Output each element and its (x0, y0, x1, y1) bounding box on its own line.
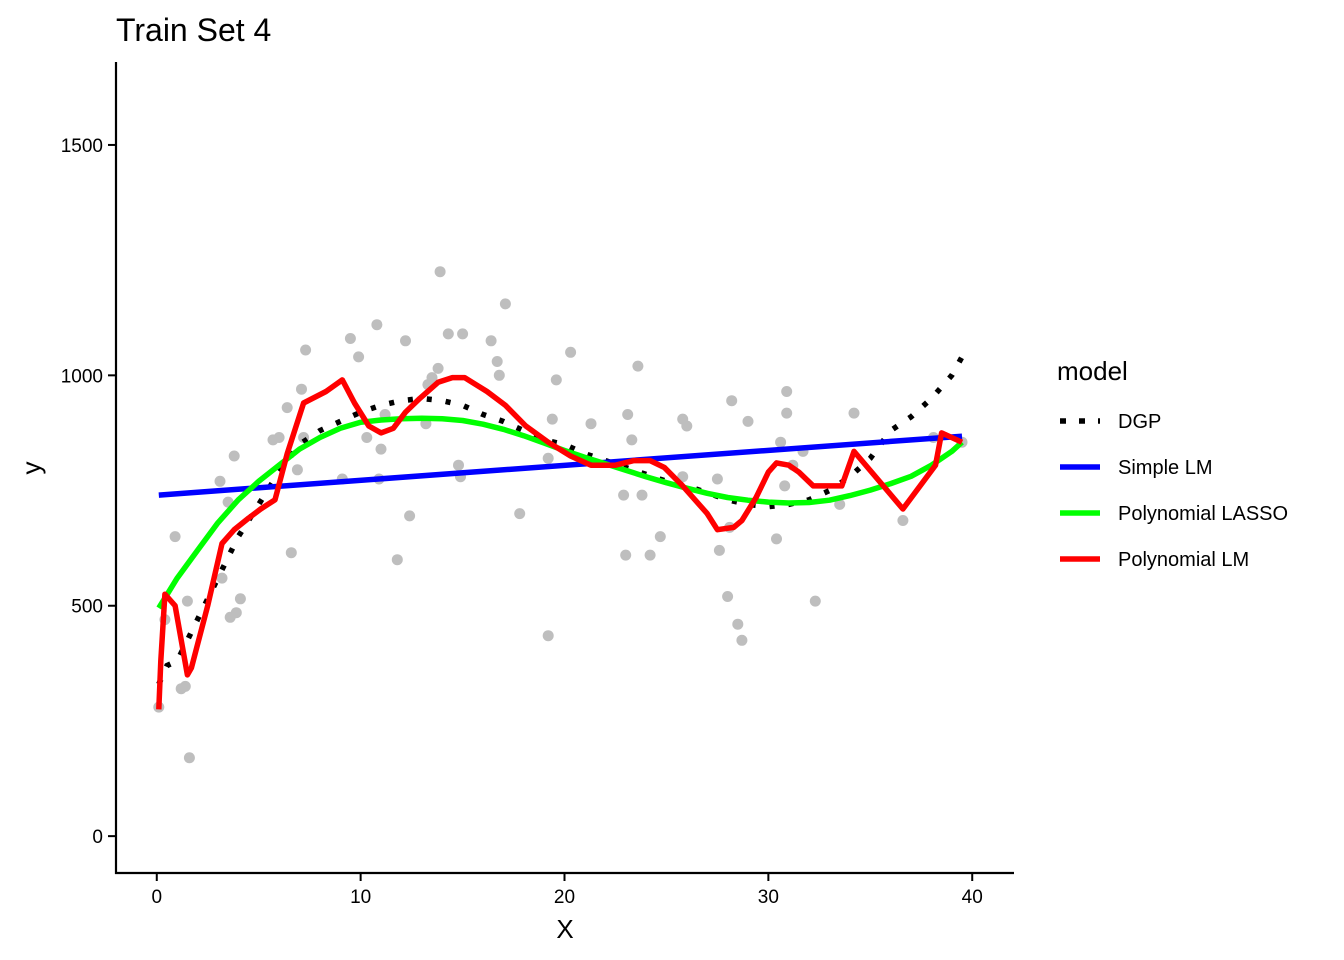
data-point-72 (771, 533, 782, 545)
data-point-35 (426, 372, 438, 384)
data-point-79 (809, 595, 821, 607)
data-point-47 (542, 630, 554, 642)
y-tick-label: 500 (71, 597, 103, 618)
scatter-points (153, 266, 968, 764)
data-point-58 (636, 489, 648, 501)
series-line-dgp (156, 355, 965, 686)
data-point-56 (626, 434, 638, 446)
data-point-63 (681, 420, 693, 432)
data-point-68 (726, 395, 738, 407)
data-point-31 (400, 335, 411, 347)
data-point-82 (897, 515, 909, 526)
data-point-74 (779, 480, 791, 492)
data-point-17 (285, 547, 297, 559)
data-point-32 (404, 510, 416, 522)
series-line-simple-lm (158, 433, 963, 498)
data-point-73 (775, 436, 787, 448)
data-point-16 (281, 402, 293, 414)
data-point-50 (550, 374, 562, 386)
data-point-71 (742, 415, 754, 427)
data-point-19 (296, 383, 307, 395)
x-tick-label: 30 (758, 887, 779, 908)
data-point-52 (585, 418, 597, 430)
legend: model DGP Simple LM Polynomial LASSO Polyno… (1057, 356, 1288, 571)
data-point-6 (183, 752, 195, 764)
legend-title: model (1057, 356, 1128, 386)
data-point-18 (291, 464, 303, 476)
legend-label: Polynomial LASSO (1118, 503, 1288, 525)
data-point-2 (169, 531, 181, 543)
y-axis-ticks: 0 500 1000 1500 (61, 136, 116, 848)
legend-entries: DGP Simple LM Polynomial LASSO Polynomial L… (1060, 411, 1288, 571)
data-point-21 (300, 344, 312, 356)
data-point-80 (834, 498, 846, 510)
data-point-38 (442, 328, 454, 340)
y-tick-label: 1500 (61, 136, 103, 157)
data-point-49 (546, 413, 558, 425)
data-point-44 (493, 369, 505, 381)
data-point-46 (514, 508, 526, 520)
data-point-36 (432, 362, 444, 374)
data-point-15 (273, 432, 285, 443)
data-point-43 (491, 356, 503, 367)
data-point-25 (361, 432, 373, 443)
x-tick-label: 0 (151, 887, 162, 908)
data-point-42 (485, 335, 497, 347)
data-point-26 (371, 319, 383, 331)
legend-label: Simple LM (1118, 457, 1212, 479)
data-point-4 (179, 680, 191, 692)
x-tick-label: 40 (962, 887, 983, 908)
data-point-39 (453, 459, 464, 471)
data-point-65 (713, 544, 725, 556)
data-point-5 (181, 595, 193, 607)
data-point-54 (620, 549, 632, 561)
x-tick-label: 10 (350, 887, 371, 908)
x-tick-label: 20 (554, 887, 575, 908)
data-point-75 (781, 386, 793, 397)
data-point-64 (711, 473, 723, 485)
data-point-23 (344, 333, 356, 344)
data-point-28 (375, 443, 387, 455)
model-lines (156, 355, 965, 710)
x-axis-ticks: 0 10 20 30 40 (151, 873, 983, 908)
data-point-66 (722, 591, 734, 602)
y-tick-label: 1000 (61, 366, 103, 387)
data-point-30 (391, 554, 403, 566)
legend-label: DGP (1118, 411, 1161, 433)
data-point-57 (632, 360, 644, 372)
data-point-41 (457, 328, 469, 340)
x-axis-title: X (556, 914, 573, 944)
data-point-24 (353, 351, 365, 363)
data-point-59 (644, 549, 656, 561)
series-line-polynomial-lm (156, 374, 964, 710)
data-point-81 (848, 407, 860, 419)
y-tick-label: 0 (92, 827, 103, 848)
legend-label: Polynomial LM (1118, 549, 1249, 571)
data-point-12 (230, 607, 242, 619)
data-point-76 (781, 407, 793, 419)
chart-title: Train Set 4 (116, 12, 271, 48)
data-point-45 (499, 298, 511, 310)
data-point-70 (736, 634, 748, 646)
data-point-8 (216, 572, 228, 584)
y-axis-title: y (16, 462, 46, 475)
data-point-13 (234, 593, 246, 605)
data-point-51 (565, 346, 577, 358)
data-point-7 (214, 475, 226, 487)
data-point-69 (732, 618, 744, 630)
data-point-48 (542, 452, 554, 464)
data-point-37 (434, 266, 446, 278)
data-point-11 (228, 450, 240, 462)
data-point-55 (622, 409, 634, 420)
data-point-53 (618, 489, 630, 501)
data-point-60 (654, 531, 666, 543)
